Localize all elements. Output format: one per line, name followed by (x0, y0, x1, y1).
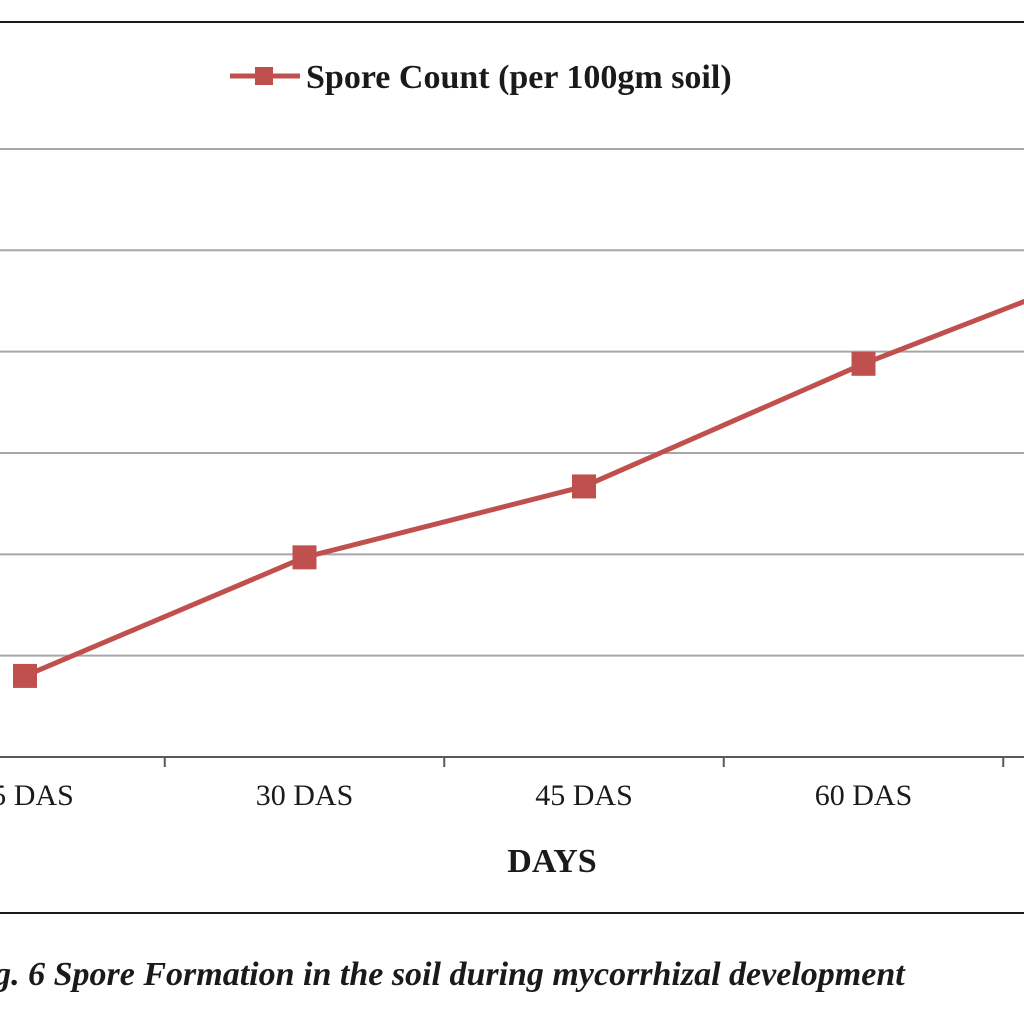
x-tick-label: 45 DAS (535, 779, 633, 812)
x-tick-label: 30 DAS (256, 779, 354, 812)
gridlines (0, 147, 1024, 657)
data-point-3 (851, 351, 876, 376)
data-point-0 (13, 663, 37, 688)
legend-label: Spore Count (per 100gm soil) (306, 59, 732, 96)
x-axis-title: DAYS (507, 843, 596, 880)
series-line (24, 298, 1024, 679)
legend: Spore Count (per 100gm soil) (230, 59, 732, 96)
series-spore-count (13, 298, 1024, 688)
data-point-1 (292, 545, 317, 570)
legend-square-marker (255, 67, 273, 85)
x-tick-label: 60 DAS (815, 779, 913, 812)
x-tick-label: 15 DAS (0, 779, 74, 812)
data-point-2 (572, 474, 596, 499)
figure-caption: Fig. 6 Spore Formation in the soil durin… (0, 956, 906, 993)
x-axis (0, 756, 1024, 767)
